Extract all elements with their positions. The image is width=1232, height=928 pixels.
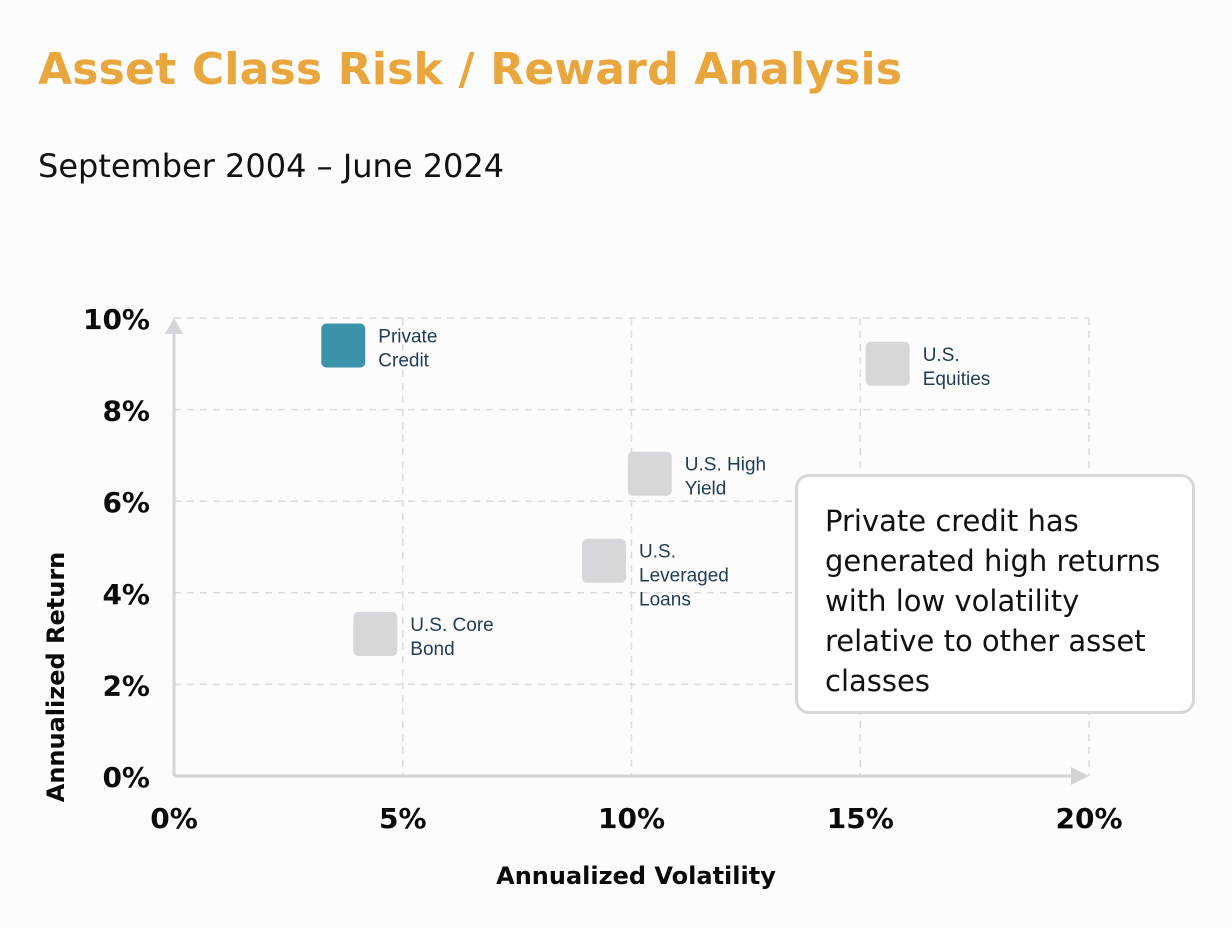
data-point-label: U.S. Equities <box>923 345 991 390</box>
callout-text: Private credit has generated high return… <box>825 504 1161 698</box>
data-point-marker <box>582 538 627 583</box>
axes <box>165 318 1089 785</box>
x-axis-arrow <box>1071 767 1089 785</box>
y-tick-label: 6% <box>102 486 150 519</box>
data-point-label: Private Credit <box>378 326 437 371</box>
y-tick-label: 10% <box>83 303 150 336</box>
y-axis-label: Annualized Return <box>42 552 70 803</box>
x-axis-label: Annualized Volatility <box>496 862 776 890</box>
chart-subtitle: September 2004 – June 2024 <box>38 147 505 185</box>
data-points: Private Credit U.S. Equities U.S. High Yield U… <box>321 323 990 660</box>
x-tick-label: 0% <box>150 802 198 835</box>
x-tick-label: 5% <box>379 802 427 835</box>
callout-box: Private credit has generated high return… <box>795 474 1195 714</box>
chart-title: Asset Class Risk / Reward Analysis <box>38 44 903 95</box>
x-tick-label: 20% <box>1055 802 1122 835</box>
y-axis-arrow <box>165 318 183 334</box>
data-point-marker <box>321 323 366 368</box>
y-tick-label: 8% <box>102 395 150 428</box>
y-tick-label: 2% <box>102 669 150 702</box>
data-point-marker <box>353 612 398 657</box>
tick-labels: 0% 2% 4% 6% 8% 10% 0% 5% 10% 15% 20% <box>83 303 1123 835</box>
data-point-label: U.S. High Yield <box>685 455 766 500</box>
data-point-marker <box>627 451 672 496</box>
data-point-label: U.S. Leveraged Loans <box>639 542 729 611</box>
data-point-label: U.S. Core Bond <box>410 615 493 660</box>
x-tick-label: 10% <box>598 802 665 835</box>
y-tick-label: 4% <box>102 578 150 611</box>
y-tick-label: 0% <box>102 761 150 794</box>
data-point-marker <box>865 341 910 386</box>
x-tick-label: 15% <box>827 802 894 835</box>
